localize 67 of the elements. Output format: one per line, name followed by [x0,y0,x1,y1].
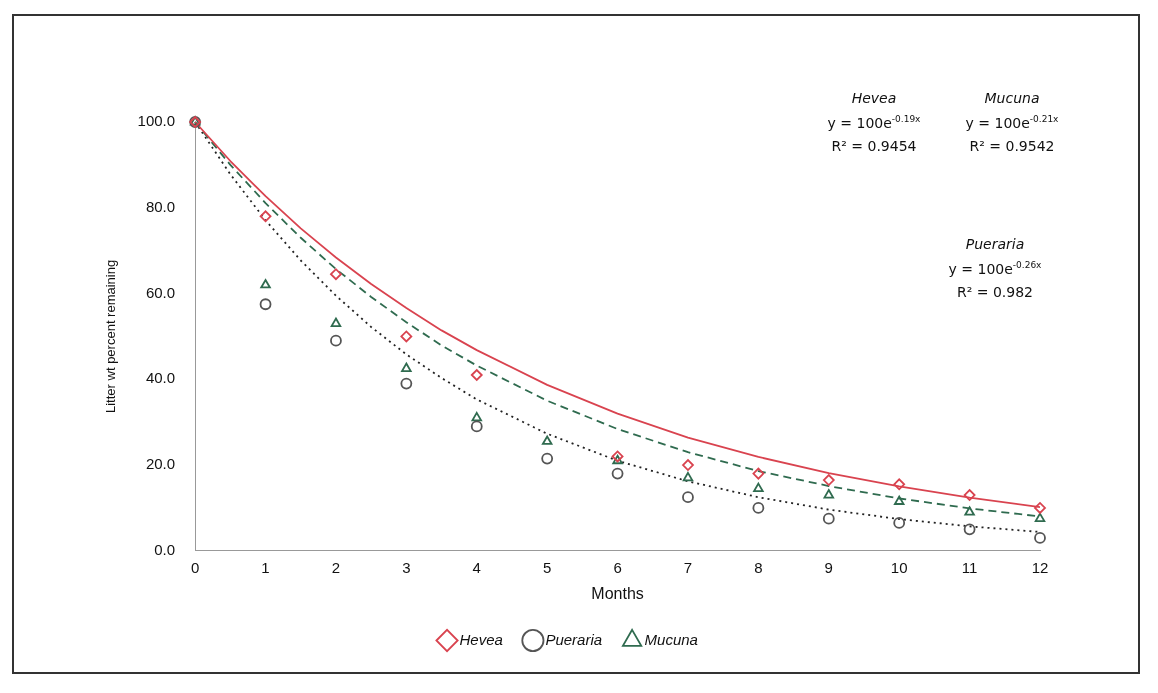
legend-label: Hevea [459,630,503,648]
annotation: y = 100e$^{-0.19x}$ [827,114,921,131]
y-tick-label: 60.0 [145,283,176,301]
point [964,506,975,516]
annotation: R² = 0.9542 [969,138,1055,154]
point [400,377,413,390]
point [541,452,554,465]
y-tick-label: 20.0 [145,455,176,473]
x-tick-label: 1 [261,558,270,576]
point [893,495,905,505]
point [963,523,976,536]
x-tick-label: 5 [542,558,552,576]
point [330,317,342,327]
point [682,491,694,504]
x-tick-label: 3 [402,558,411,576]
point [470,369,483,381]
point [753,482,764,493]
annotation: Pueraria [965,236,1025,252]
point [470,420,483,433]
text: Mucuna [984,90,1040,106]
x-tick-label: 7 [683,558,693,576]
y-tick-label: 80.0 [145,197,176,215]
legend-label: Mucuna [644,630,698,648]
point [963,489,976,501]
x-tick-label: 2 [331,558,341,576]
point [1034,532,1046,544]
y-axis-title: Litter wt percent remaining [103,259,119,413]
point [752,467,765,480]
x-tick-label: 9 [824,558,833,576]
point [823,489,835,499]
x-axis-title: Months [591,584,644,602]
x-tick-label: 0 [190,558,200,576]
point [1034,512,1046,523]
point [611,467,624,480]
point [330,268,342,281]
x-tick-label: 4 [472,558,481,576]
point [893,517,906,529]
point [612,454,623,465]
point [1034,502,1046,514]
annotation: R² = 0.982 [956,284,1034,300]
x-tick-label: 10 [890,558,908,576]
annotation: R² = 0.9454 [831,138,917,154]
x-tick-label: 11 [961,558,978,576]
point [259,210,272,223]
point [822,474,835,486]
x-tick-label: 8 [754,558,763,576]
x-tick-label: 12 [1031,558,1049,576]
point [330,334,342,347]
point [822,512,835,525]
point [471,411,482,422]
y-tick-label: 100.0 [137,112,176,130]
point [682,472,694,482]
point [752,502,765,514]
y-tick-label: 40.0 [145,369,176,387]
x-tick-label: 6 [613,558,622,576]
point [893,478,906,491]
annotation: y = 100e$^{-0.26x}$ [948,260,1042,277]
point [541,435,553,445]
point [259,298,272,311]
annotation: y = 100e$^{-0.21x}$ [965,114,1059,131]
y-tick-label: 0.0 [154,540,176,558]
point [400,330,413,343]
text: Hevea [851,90,897,106]
point [401,362,412,372]
legend-label: Pueraria [545,630,603,648]
point [260,279,271,289]
point [682,459,694,471]
